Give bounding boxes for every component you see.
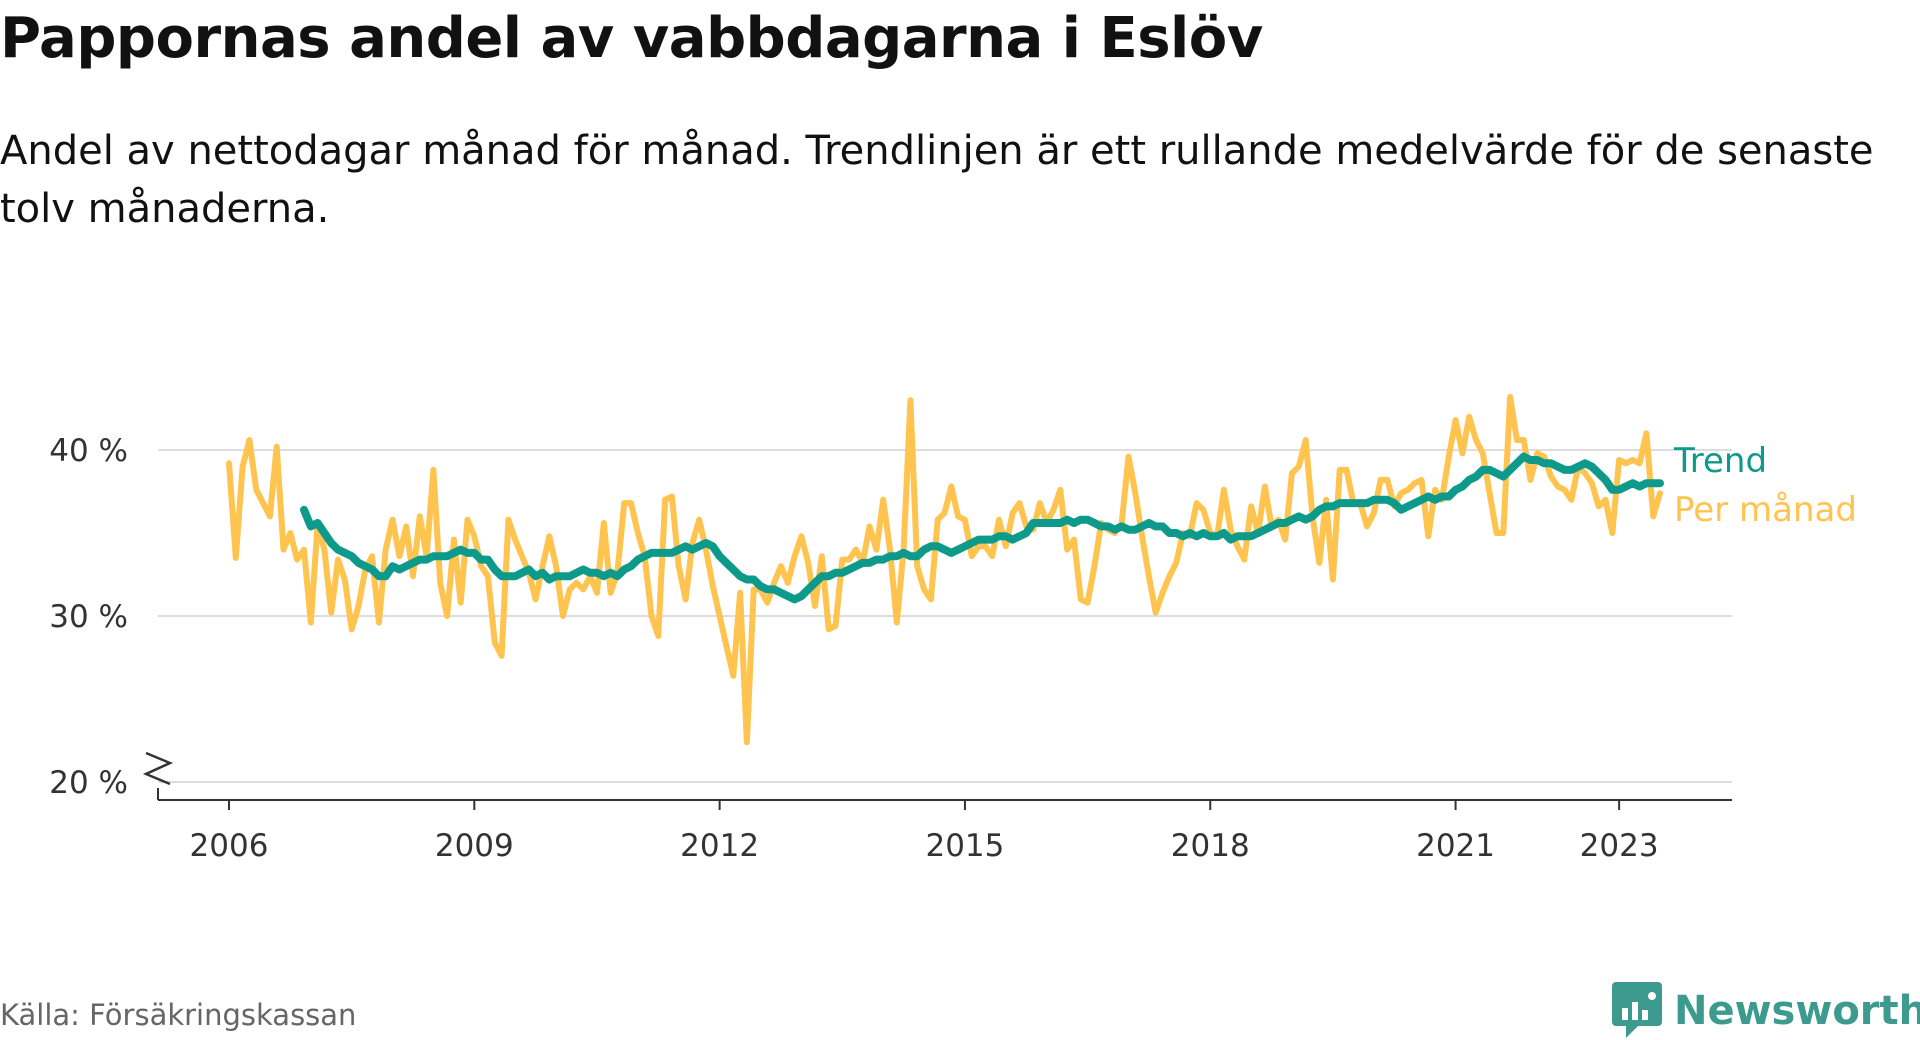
axis-break-mark <box>142 751 174 786</box>
x-tick-label: 2009 <box>435 828 514 864</box>
x-tick-label: 2021 <box>1416 828 1495 864</box>
line-chart: 20 % 30 % 40 % 2006 2009 2012 2015 2018 2021 202… <box>49 393 1857 864</box>
x-axis <box>142 751 1732 801</box>
y-tick-label: 20 % <box>49 765 128 801</box>
y-axis-ticks: 20 % 30 % 40 % <box>49 433 128 801</box>
series-line-per-manad <box>226 393 1663 746</box>
series-labels: Trend Per månad <box>1673 441 1857 530</box>
x-axis-ticks: 2006 2009 2012 2015 2018 2021 2023 <box>190 800 1659 864</box>
x-tick-label: 2018 <box>1171 828 1250 864</box>
chart-subtitle: Andel av nettodagar månad för månad. Tre… <box>0 128 1874 232</box>
x-tick-label: 2015 <box>925 828 1004 864</box>
brand-logo: Newsworthy <box>1612 982 1920 1040</box>
brand-name: Newsworthy <box>1674 988 1920 1034</box>
newsworthy-logo-icon <box>1612 982 1662 1038</box>
x-tick-label: 2006 <box>190 828 269 864</box>
x-tick-label: 2023 <box>1580 828 1659 864</box>
x-tick-label: 2012 <box>680 828 759 864</box>
series-line-trend <box>300 452 1664 604</box>
y-tick-label: 30 % <box>49 599 128 635</box>
chart-title: Pappornas andel av vabbdagarna i Eslöv <box>0 6 1263 71</box>
series-lines <box>226 393 1664 746</box>
series-label-trend: Trend <box>1673 441 1767 481</box>
source-note: Källa: Försäkringskassan <box>0 998 357 1032</box>
y-tick-label: 40 % <box>49 433 128 469</box>
series-label-per-manad: Per månad <box>1674 490 1857 530</box>
gridlines <box>158 449 1732 783</box>
